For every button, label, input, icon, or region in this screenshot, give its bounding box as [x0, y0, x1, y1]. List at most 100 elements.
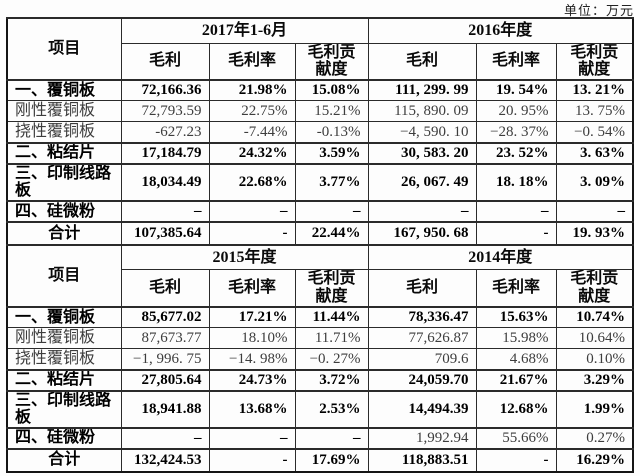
- column-header: 毛利: [367, 269, 477, 308]
- value-cell: 55.66%: [475, 426, 557, 450]
- value-cell: -: [475, 447, 557, 473]
- value-cell: 1.99%: [555, 389, 634, 429]
- table-row: 三、印制线路 板 18,034.49 22.68% 3.77% 26, 067. 49 1…: [6, 162, 634, 202]
- value-cell: 85,677.02: [120, 305, 210, 329]
- column-header: 毛利率: [475, 269, 557, 308]
- value-cell: 17.69%: [294, 447, 369, 473]
- value-cell: 72,166.36: [120, 78, 210, 102]
- value-cell: 23. 52%: [475, 141, 557, 165]
- value-cell: 132,424.53: [120, 447, 210, 473]
- value-cell: 21.67%: [475, 368, 557, 392]
- value-cell: 18,941.88: [120, 389, 210, 429]
- value-cell: −28. 37%: [475, 121, 557, 144]
- value-cell: 3.29%: [555, 368, 634, 392]
- value-cell: 17.21%: [208, 305, 296, 329]
- table-row: 四、硅微粉 – – –1,992.94 55.66% 0.27%: [6, 426, 634, 450]
- table-row: 三、印制线路 板 18,941.88 13.68% 2.53% 14,494.39 12.…: [6, 389, 634, 429]
- table-row: 刚性覆铜板 72,793.59 22.75% 15.21% 115, 890. 09 20…: [6, 100, 634, 123]
- value-cell: 18. 18%: [475, 162, 557, 202]
- column-header: 毛利: [367, 42, 477, 81]
- value-cell: 118,883.51: [367, 447, 477, 473]
- value-cell: 12.68%: [475, 389, 557, 429]
- total-row: 合计 132,424.53-17.69% 118,883.51-16.29%: [6, 447, 634, 473]
- value-cell: 18.10%: [208, 327, 296, 350]
- value-cell: 87,673.77: [120, 327, 210, 350]
- column-header-row: 毛利 毛利率 毛利贡 献度 毛利 毛利率 毛利贡 献度: [7, 42, 634, 81]
- column-header: 毛利率: [475, 42, 557, 81]
- value-cell: 24,059.70: [367, 368, 477, 392]
- table-row: 二、粘结片 27,805.64 24.73% 3.72% 24,059.70 21.67%…: [6, 368, 634, 392]
- value-cell: 21.98%: [208, 78, 296, 102]
- period-header: 2016年度: [367, 17, 634, 44]
- value-cell: 3. 09%: [555, 162, 634, 202]
- period-header-row: 项目 2017年1-6月 2016年度: [6, 17, 634, 81]
- value-cell: 15.63%: [475, 305, 557, 329]
- value-cell: -: [208, 447, 296, 473]
- value-cell: 3.72%: [294, 368, 369, 392]
- value-cell: -: [475, 220, 557, 246]
- value-cell: –: [294, 199, 369, 223]
- value-cell: 0.10%: [555, 348, 634, 371]
- value-cell: 77,626.87: [367, 327, 477, 350]
- column-header: 毛利贡 献度: [294, 42, 369, 81]
- item-column-header: 项目: [6, 17, 122, 81]
- row-label: 三、印制线路 板: [6, 389, 122, 429]
- total-row: 合计 107,385.64-22.44% 167, 950. 68-19. 93%: [6, 220, 634, 246]
- value-cell: 78,336.47: [367, 305, 477, 329]
- row-label: 刚性覆铜板: [6, 327, 122, 350]
- row-label: 三、印制线路 板: [6, 162, 122, 202]
- value-cell: 13. 21%: [555, 78, 634, 102]
- period-header: 2015年度: [120, 243, 369, 271]
- column-header: 毛利贡 献度: [555, 42, 634, 81]
- value-cell: 30, 583. 20: [367, 141, 477, 165]
- value-cell: 107,385.64: [120, 220, 210, 246]
- value-cell: 13. 75%: [555, 100, 634, 123]
- value-cell: 10.74%: [555, 305, 634, 329]
- column-header: 毛利贡 献度: [555, 269, 634, 308]
- row-label: 一、覆铜板: [6, 78, 122, 102]
- period-header: 2014年度: [367, 243, 634, 271]
- value-cell: 10.64%: [555, 327, 634, 350]
- value-cell: –: [367, 199, 477, 223]
- value-cell: 15.98%: [475, 327, 557, 350]
- value-cell: −0. 27%: [294, 348, 369, 371]
- row-label: 刚性覆铜板: [6, 100, 122, 123]
- value-cell: 115, 890. 09: [367, 100, 477, 123]
- value-cell: 19. 54%: [475, 78, 557, 102]
- value-cell: 19. 93%: [555, 220, 634, 246]
- row-label: 四、硅微粉: [6, 199, 122, 223]
- table-row: 挠性覆铜板 −1, 996. 75 −14. 98% −0. 27% 709.6 4.68…: [6, 348, 634, 371]
- value-cell: 24.73%: [208, 368, 296, 392]
- value-cell: 22.68%: [208, 162, 296, 202]
- row-label: 挠性覆铜板: [6, 121, 122, 144]
- table-row: 一、覆铜板 85,677.02 17.21% 11.44% 78,336.47 15.63…: [6, 305, 634, 329]
- total-row-label: 合计: [6, 447, 122, 473]
- value-cell: 17,184.79: [120, 141, 210, 165]
- value-cell: 0.27%: [555, 426, 634, 450]
- item-column-header: 项目: [6, 243, 122, 308]
- column-header: 毛利率: [208, 42, 296, 81]
- total-row-label: 合计: [6, 220, 122, 246]
- table-row: 四、硅微粉 – – – – – –: [6, 199, 634, 223]
- value-cell: 15.08%: [294, 78, 369, 102]
- value-cell: –: [120, 199, 210, 223]
- value-cell: 11.44%: [294, 305, 369, 329]
- column-header: 毛利贡 献度: [294, 269, 369, 308]
- gross-profit-table: 项目 2017年1-6月 2016年度 毛利 毛利率 毛利贡 献度 毛利 毛利率 毛利贡 献度一…: [6, 17, 635, 473]
- value-cell: 11.71%: [294, 327, 369, 350]
- value-cell: −4, 590. 10: [367, 121, 477, 144]
- value-cell: 111, 299. 99: [367, 78, 477, 102]
- value-cell: 18,034.49: [120, 162, 210, 202]
- value-cell: 2.53%: [294, 389, 369, 429]
- value-cell: 3.59%: [294, 141, 369, 165]
- column-header: 毛利: [120, 269, 210, 308]
- table-row: 挠性覆铜板 -627.23 -7.44% -0.13% −4, 590. 10 −28. …: [6, 121, 634, 144]
- value-cell: 167, 950. 68: [367, 220, 477, 246]
- value-cell: 13.68%: [208, 389, 296, 429]
- value-cell: 27,805.64: [120, 368, 210, 392]
- value-cell: 3. 63%: [555, 141, 634, 165]
- value-cell: 26, 067. 49: [367, 162, 477, 202]
- value-cell: 22.75%: [208, 100, 296, 123]
- value-cell: 4.68%: [475, 348, 557, 371]
